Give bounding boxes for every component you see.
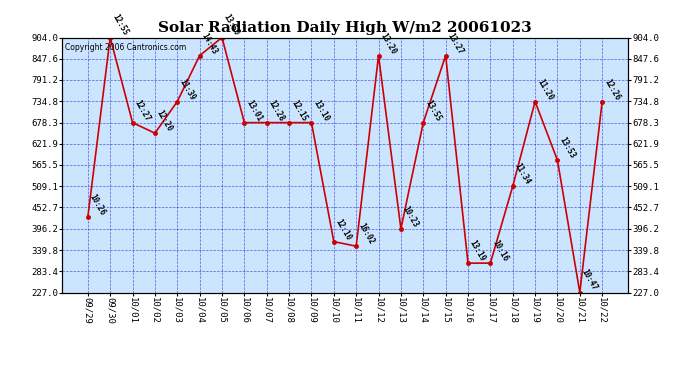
Text: 12:27: 12:27 (132, 98, 152, 123)
Text: 12:20: 12:20 (155, 109, 175, 133)
Title: Solar Radiation Daily High W/m2 20061023: Solar Radiation Daily High W/m2 20061023 (158, 21, 532, 35)
Text: 10:16: 10:16 (491, 238, 510, 263)
Text: 11:39: 11:39 (177, 77, 197, 102)
Text: 11:20: 11:20 (535, 77, 555, 102)
Text: 13:27: 13:27 (446, 31, 465, 56)
Text: 10:47: 10:47 (580, 268, 599, 292)
Text: 12:28: 12:28 (267, 98, 286, 123)
Text: 13:19: 13:19 (468, 238, 487, 263)
Text: 13:53: 13:53 (558, 136, 577, 160)
Text: 10:23: 10:23 (401, 204, 420, 229)
Text: 16:02: 16:02 (356, 222, 375, 246)
Text: 14:43: 14:43 (199, 31, 219, 56)
Text: 13:50: 13:50 (222, 13, 242, 38)
Text: 10:26: 10:26 (88, 193, 107, 217)
Text: 11:34: 11:34 (513, 162, 532, 186)
Text: Copyright 2006 Cantronics.com: Copyright 2006 Cantronics.com (65, 43, 186, 52)
Text: 13:20: 13:20 (379, 31, 398, 56)
Text: 13:55: 13:55 (423, 98, 442, 123)
Text: 13:01: 13:01 (244, 98, 264, 123)
Text: 12:26: 12:26 (602, 77, 622, 102)
Text: 12:10: 12:10 (334, 217, 353, 242)
Text: 12:15: 12:15 (289, 98, 308, 123)
Text: 13:10: 13:10 (311, 98, 331, 123)
Text: 12:55: 12:55 (110, 13, 130, 38)
